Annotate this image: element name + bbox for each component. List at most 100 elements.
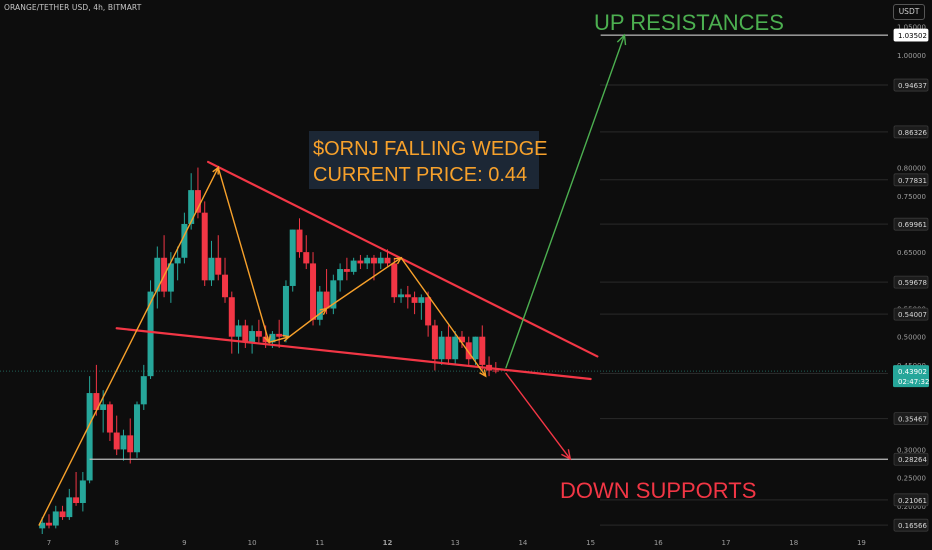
candle-body xyxy=(398,294,405,298)
x-tick-label: 8 xyxy=(114,539,118,547)
candle-body xyxy=(39,522,46,529)
candle-body xyxy=(181,223,188,258)
candle-body xyxy=(330,280,337,309)
candle-body xyxy=(242,325,249,343)
y-tick-label: 0.80000 xyxy=(897,165,926,173)
candle-body xyxy=(492,370,499,372)
currency-badge[interactable]: USDT xyxy=(893,4,925,20)
candle-body xyxy=(208,257,215,281)
candle-body xyxy=(282,285,289,337)
down-arrow xyxy=(505,372,571,460)
candle-body xyxy=(100,404,107,410)
price-level-label: 0.54007 xyxy=(898,311,927,319)
wave-arrowhead xyxy=(394,256,403,265)
price-level-badge xyxy=(893,493,929,507)
price-level-label: 1.03502 xyxy=(898,32,927,40)
candle-body xyxy=(323,291,330,309)
wave-arrowhead xyxy=(479,369,487,378)
candle-body xyxy=(66,497,73,518)
candle-body xyxy=(438,336,445,360)
candle-body xyxy=(337,269,344,281)
price-level-label: 0.28264 xyxy=(898,456,927,464)
candle-body xyxy=(79,480,86,503)
candle-body xyxy=(458,336,465,343)
price-level-badge xyxy=(893,518,929,532)
candle-body xyxy=(194,190,201,213)
up-resistances-label: UP RESISTANCES xyxy=(594,10,784,35)
x-tick-label: 10 xyxy=(248,539,257,547)
y-tick-label: 0.20000 xyxy=(897,503,926,511)
candle-body xyxy=(201,212,208,281)
price-level-badge xyxy=(893,125,929,139)
candle-body xyxy=(140,376,147,405)
candle-body xyxy=(52,511,59,526)
price-level-badge xyxy=(893,78,929,92)
candle-body xyxy=(147,291,154,377)
y-tick-label: 1.05000 xyxy=(897,24,926,32)
price-level-badge xyxy=(893,307,929,321)
candle-body xyxy=(465,342,472,360)
current-price-label: 0.43902 xyxy=(898,368,927,376)
y-tick-label: 0.25000 xyxy=(897,475,926,483)
candle-body xyxy=(343,269,350,272)
candle-body xyxy=(303,252,310,264)
x-tick-label: 14 xyxy=(518,539,527,547)
candle-body xyxy=(255,331,262,337)
x-tick-label: 12 xyxy=(383,539,393,547)
price-level-label: 0.21061 xyxy=(898,497,927,505)
candle-body xyxy=(127,435,134,453)
x-tick-label: 11 xyxy=(315,539,324,547)
candle-body xyxy=(235,325,242,337)
symbol-title: ORANGE/TETHER USD, 4h, BITMART xyxy=(4,3,142,12)
x-tick-label: 18 xyxy=(789,539,798,547)
x-tick-label: 9 xyxy=(182,539,186,547)
candle-body xyxy=(289,229,296,286)
candle-body xyxy=(431,325,438,360)
wave-arrowhead xyxy=(319,307,328,316)
candle-body xyxy=(249,331,256,343)
candle-body xyxy=(222,274,229,298)
candle-body xyxy=(106,404,113,433)
wave-arrowhead xyxy=(263,335,271,344)
chart-subtitle: CURRENT PRICE: 0.44 xyxy=(313,164,527,186)
price-level-badge xyxy=(893,412,929,426)
price-level-label: 0.77831 xyxy=(898,177,927,185)
candle-body xyxy=(228,297,235,337)
price-level-badge xyxy=(893,275,929,289)
candle-body xyxy=(154,257,161,292)
candle-body xyxy=(391,263,398,298)
candle-body xyxy=(296,229,303,253)
candle-body xyxy=(370,257,377,264)
candle-body xyxy=(174,257,181,264)
candle-body xyxy=(167,263,174,292)
y-tick-label: 0.65000 xyxy=(897,249,926,257)
candle-body xyxy=(73,497,80,503)
y-tick-label: 0.30000 xyxy=(897,446,926,454)
candle-body xyxy=(215,257,222,275)
candle-body xyxy=(411,297,418,303)
candle-body xyxy=(46,522,52,526)
annotation-labels: $ORNJ FALLING WEDGE CURRENT PRICE: 0.44 UP… xyxy=(309,10,784,503)
y-tick-label: 1.00000 xyxy=(897,52,926,60)
price-level-badge xyxy=(893,173,929,187)
wave-arrowhead xyxy=(282,334,291,342)
x-tick-label: 16 xyxy=(654,539,663,547)
candle-body xyxy=(445,336,452,360)
x-tick-label: 13 xyxy=(451,539,460,547)
candle-body xyxy=(276,333,283,337)
time-axis[interactable]: 7 8 9 10 11 12 13 14 15 16 17 18 19 xyxy=(47,539,866,547)
price-axis[interactable]: 1.050001.000000.800000.750000.650000.550… xyxy=(893,24,929,532)
candle-body xyxy=(418,297,425,303)
up-arrow xyxy=(505,34,626,369)
candles xyxy=(39,167,499,534)
x-tick-label: 17 xyxy=(722,539,731,547)
candle-body xyxy=(479,336,486,365)
x-tick-label: 7 xyxy=(47,539,51,547)
y-tick-label: 0.50000 xyxy=(897,334,926,342)
countdown-label: 02:47:32 xyxy=(898,378,929,386)
wave-path xyxy=(38,165,487,526)
wave-arrowhead xyxy=(212,166,219,175)
candle-body xyxy=(452,336,459,360)
x-tick-label: 15 xyxy=(586,539,595,547)
